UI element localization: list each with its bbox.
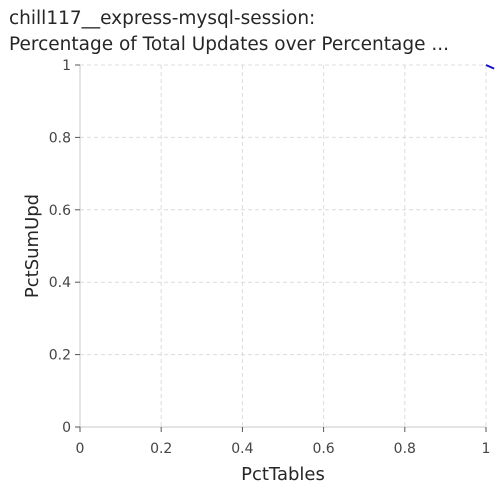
series-line — [485, 64, 495, 70]
x-tick-label: 0.8 — [394, 441, 416, 457]
grid-layer — [79, 64, 487, 428]
series-layer — [485, 64, 495, 70]
x-tick-label: 0 — [76, 441, 85, 457]
y-tick-label: 1 — [62, 58, 71, 74]
x-axis-title: PctTables — [241, 464, 325, 485]
x-tick-label: 0.6 — [312, 441, 334, 457]
y-tick-label: 0.4 — [49, 275, 71, 291]
y-tick-label: 0 — [62, 420, 71, 436]
y-axis-title: PctSumUpd — [22, 194, 43, 298]
axes-layer — [79, 65, 486, 428]
x-tick-label: 0.2 — [150, 441, 172, 457]
y-tick-label: 0.6 — [49, 203, 71, 219]
tick-layer: 0 0.2 0.4 0.6 0.8 1 0 0.2 0.4 0.6 0.8 1 — [49, 58, 491, 457]
chart-title-line-1: chill117__express-mysql-session: — [9, 8, 316, 29]
y-tick-label: 0.2 — [49, 348, 71, 364]
x-tick-label: 1 — [482, 441, 491, 457]
x-tick-label: 0.4 — [231, 441, 253, 457]
chart-title-line-2: Percentage of Total Updates over Percent… — [9, 34, 449, 55]
y-tick-label: 0.8 — [49, 130, 71, 146]
